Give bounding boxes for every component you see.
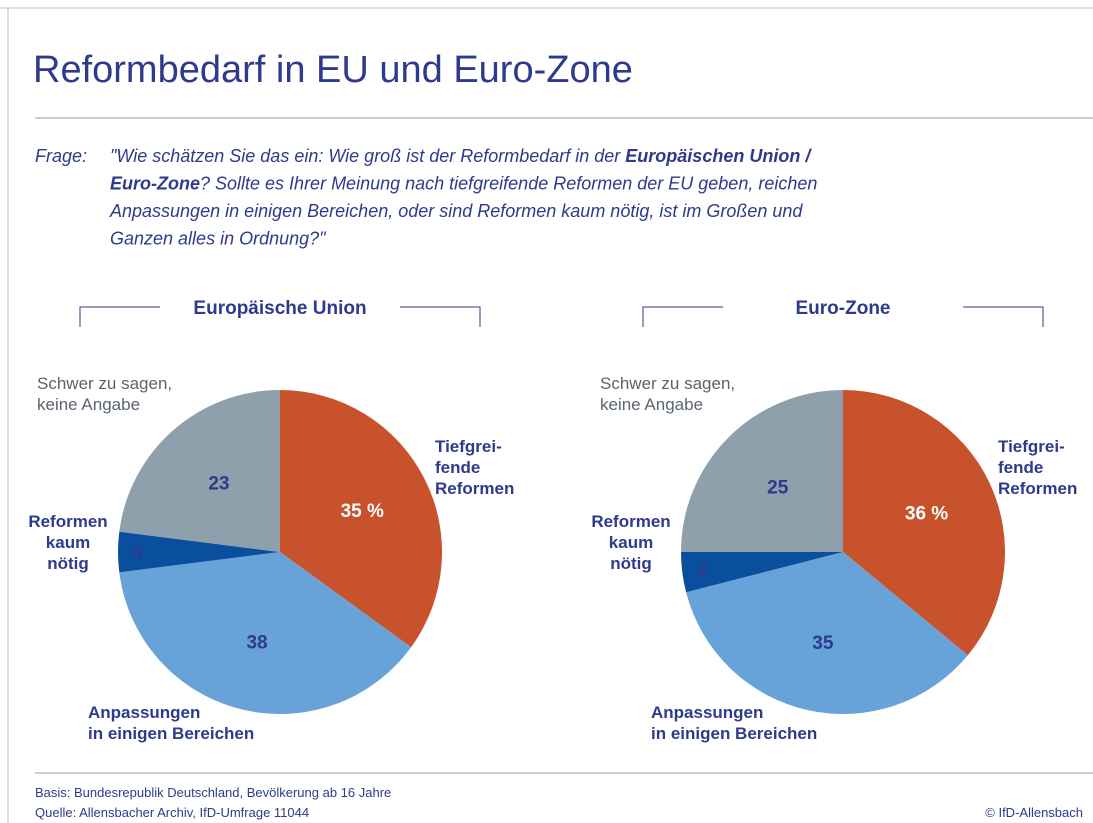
pie-slice	[119, 390, 280, 552]
category-label: Anpassungen in einigen Bereichen	[88, 703, 254, 743]
value-label: 23	[208, 474, 229, 495]
question-text: Anpassungen in einigen Bereichen, oder s…	[109, 201, 803, 221]
bracket	[963, 306, 1044, 327]
source: Quelle: Allensbacher Archiv, IfD-Umfrage…	[35, 805, 309, 820]
category-label: Schwer zu sagen, keine Angabe	[37, 374, 172, 414]
category-line: Reformen	[28, 512, 107, 531]
charts: Europäische Union 35 % Tiefgrei-fende Refor…	[28, 298, 1077, 743]
question-label: Frage:	[35, 146, 87, 166]
bracket	[79, 306, 160, 327]
question-text: "Wie schätzen Sie das ein: Wie groß ist …	[110, 146, 625, 166]
value-label: 36 %	[905, 504, 948, 525]
chart-title: Europäische Union	[193, 298, 366, 319]
category-label: Tiefgrei-fende Reformen	[435, 437, 514, 498]
category-line: Tiefgrei-	[435, 437, 502, 456]
category-line: Reformen	[435, 479, 514, 498]
category-line: keine Angabe	[37, 395, 140, 414]
pie-slice	[843, 390, 1005, 656]
category-line: nötig	[610, 554, 652, 573]
category-line: Schwer zu sagen,	[37, 374, 172, 393]
category-line: fende	[435, 458, 480, 477]
pie-slice	[686, 552, 968, 714]
category-line: kaum	[609, 533, 653, 552]
category-label: Reformen kaum nötig	[28, 512, 107, 573]
value-label: 25	[767, 478, 789, 499]
question-text: Ganzen alles in Ordnung?"	[110, 229, 327, 249]
copyright: © IfD-Allensbach	[985, 805, 1083, 820]
category-line: in einigen Bereichen	[651, 724, 817, 743]
category-line: Schwer zu sagen,	[600, 374, 735, 393]
question: "Wie schätzen Sie das ein: Wie groß ist …	[109, 146, 817, 249]
bracket	[400, 306, 481, 327]
question-text: Europäischen Union /	[625, 146, 812, 166]
pie-slice	[681, 390, 843, 552]
pie-slice	[681, 552, 843, 593]
pie-slice	[280, 390, 442, 648]
category-label: Reformen kaum nötig	[591, 512, 670, 573]
basis: Basis: Bundesrepublik Deutschland, Bevöl…	[35, 785, 391, 800]
category-line: Anpassungen	[651, 703, 763, 722]
category-line: Reformen	[591, 512, 670, 531]
pie-slice	[118, 531, 280, 573]
question-text: ? Sollte es Ihrer Meinung nach tiefgreif…	[200, 174, 817, 194]
question-line: Euro-Zone? Sollte es Ihrer Meinung nach …	[110, 174, 817, 194]
value-label: 35	[812, 633, 834, 654]
question-line: Ganzen alles in Ordnung?"	[110, 229, 327, 249]
category-line: in einigen Bereichen	[88, 724, 254, 743]
category-label: Schwer zu sagen, keine Angabe	[600, 374, 735, 414]
pie-slice	[119, 552, 412, 714]
question-text: Euro-Zone	[110, 174, 200, 194]
value-label: 35 %	[341, 501, 384, 522]
question-line: "Wie schätzen Sie das ein: Wie groß ist …	[110, 146, 812, 166]
category-label: Tiefgrei-fende Reformen	[998, 437, 1077, 498]
category-line: Reformen	[998, 479, 1077, 498]
value-label: 4	[696, 561, 707, 582]
value-label: 38	[246, 632, 267, 653]
category-line: Tiefgrei-	[998, 437, 1065, 456]
title: Reformbedarf in EU und Euro-Zone	[33, 49, 633, 91]
question-line: Anpassungen in einigen Bereichen, oder s…	[109, 201, 803, 221]
category-line: nötig	[47, 554, 89, 573]
category-line: Anpassungen	[88, 703, 200, 722]
category-line: keine Angabe	[600, 395, 703, 414]
chart-title: Euro-Zone	[796, 298, 891, 319]
bracket	[642, 306, 723, 327]
value-label: 4	[132, 543, 143, 564]
category-label: Anpassungen in einigen Bereichen	[651, 703, 817, 743]
category-line: fende	[998, 458, 1043, 477]
category-line: kaum	[46, 533, 90, 552]
